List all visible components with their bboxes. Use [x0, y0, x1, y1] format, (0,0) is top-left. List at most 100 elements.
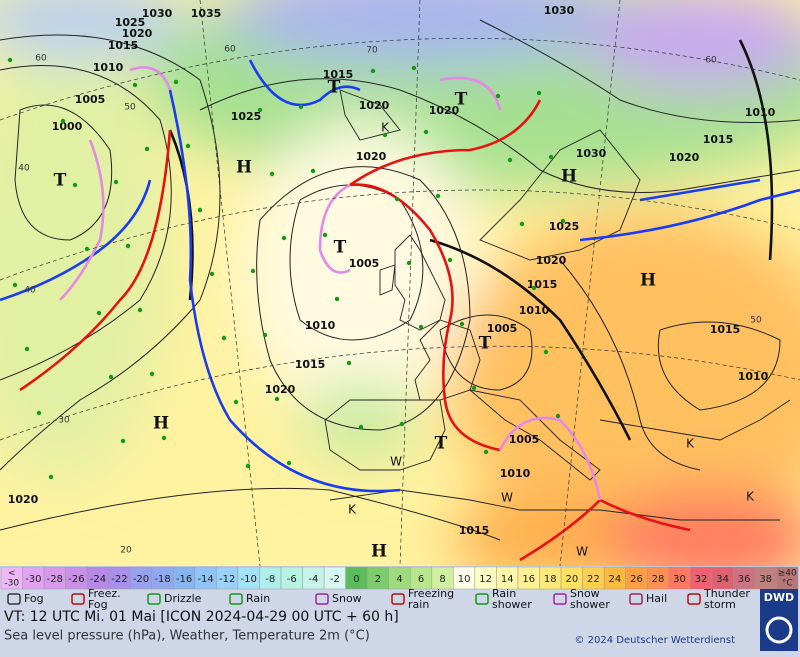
legend-icon	[315, 593, 329, 605]
fronts	[0, 59, 800, 562]
scale-value: -18	[154, 574, 170, 585]
pressure-center: H	[561, 167, 577, 187]
isobar-label: 1025	[115, 16, 146, 29]
weather-symbol	[322, 232, 328, 238]
scale-value: -30	[25, 574, 41, 585]
weather-symbol	[197, 207, 203, 213]
weather-symbol	[209, 271, 215, 277]
weather-symbol	[120, 438, 126, 444]
scale-value: -2	[330, 574, 340, 585]
weather-symbol	[84, 246, 90, 252]
weather-symbol	[24, 346, 30, 352]
isobar-label: 1020	[536, 254, 567, 267]
scale-value: -12	[219, 574, 235, 585]
weather-symbol	[418, 324, 424, 330]
weather-symbol	[125, 243, 131, 249]
scale-value: 24	[609, 574, 622, 585]
scale-value: -16	[176, 574, 192, 585]
scale-value: -14	[197, 574, 213, 585]
isobar-label: 1020	[265, 383, 296, 396]
isobar-label: 1015	[527, 278, 558, 291]
isobar-label: 1020	[429, 104, 460, 117]
scale-value: -4	[308, 574, 318, 585]
legend-label: Freezing	[408, 587, 454, 600]
weather-symbol	[269, 171, 275, 177]
weather-symbol	[519, 221, 525, 227]
weather-symbol	[48, 474, 54, 480]
scale-value: 4	[396, 574, 402, 585]
scale-value: 10	[458, 574, 471, 585]
scale-value: 8	[439, 574, 445, 585]
legend-icon	[71, 593, 85, 605]
weather-symbol	[507, 157, 513, 163]
weather-symbol	[394, 196, 400, 202]
weather-symbol	[310, 168, 316, 174]
weather-symbol	[536, 90, 542, 96]
scale-value: 36	[738, 574, 751, 585]
legend-label: Drizzle	[164, 592, 202, 605]
isobar-label: 1005	[487, 322, 518, 335]
pressure-center: T	[54, 171, 67, 191]
scale-value: 26	[630, 574, 643, 585]
weather-symbol	[555, 413, 561, 419]
weather-symbol	[257, 107, 263, 113]
scale-value: 16	[522, 574, 535, 585]
legend-label: Freez.	[88, 587, 121, 600]
graticule	[0, 0, 800, 566]
weather-symbol	[411, 65, 417, 71]
isobar-label: 1015	[295, 358, 326, 371]
weather-symbol	[185, 143, 191, 149]
station-label: W	[390, 455, 402, 469]
weather-symbol	[149, 371, 155, 377]
latitude-label: 60	[35, 54, 47, 64]
weather-symbol	[274, 396, 280, 402]
weather-symbol	[250, 268, 256, 274]
isobar-label: 1015	[710, 323, 741, 336]
scale-value: 32	[695, 574, 708, 585]
legend-icon	[629, 593, 643, 605]
latitude-label: 20	[120, 546, 132, 556]
weather-symbol	[399, 421, 405, 427]
isobar-label: 1020	[669, 151, 700, 164]
scale-value: 6	[418, 574, 424, 585]
isobar-label: 1025	[231, 110, 262, 123]
weather-symbol	[334, 296, 340, 302]
legend-label: Rain	[492, 587, 516, 600]
legend-label: Thunder	[703, 587, 750, 600]
legend-label: rain	[408, 598, 429, 611]
isobar-label: 1005	[349, 257, 380, 270]
scale-value: -10	[241, 574, 257, 585]
scale-value: -8	[265, 574, 275, 585]
weather-symbol	[298, 104, 304, 110]
legend-label: shower	[492, 598, 532, 611]
pressure-center: H	[640, 271, 656, 291]
copyright: © 2024 Deutscher Wetterdienst	[574, 635, 735, 646]
latitude-label: 70	[366, 46, 378, 56]
latitude-label: 50	[124, 103, 136, 113]
scale-value: -26	[68, 574, 84, 585]
pressure-center: T	[334, 238, 347, 258]
coastlines	[324, 89, 791, 521]
weather-symbol	[286, 460, 292, 466]
legend-label: Fog	[88, 598, 108, 611]
scale-value: 2	[375, 574, 381, 585]
weather-symbol	[548, 154, 554, 160]
latitude-label: 40	[18, 164, 30, 174]
pressure-center: H	[236, 158, 252, 178]
scale-value: 22	[587, 574, 600, 585]
isobar-label: 1005	[509, 433, 540, 446]
station-label: K	[686, 437, 695, 451]
isobar-label: 1025	[549, 220, 580, 233]
isobar-label: 1030	[142, 7, 173, 20]
isobar-label: 1020	[356, 150, 387, 163]
pressure-center: T	[435, 434, 448, 454]
legend-label: Hail	[646, 592, 667, 605]
legend-label: storm	[704, 598, 736, 611]
scale-low-label: -30	[4, 579, 19, 589]
station-label: K	[348, 503, 357, 517]
weather-symbol	[435, 193, 441, 199]
weather-symbol	[132, 82, 138, 88]
weather-symbol	[144, 146, 150, 152]
weather-symbol	[113, 179, 119, 185]
